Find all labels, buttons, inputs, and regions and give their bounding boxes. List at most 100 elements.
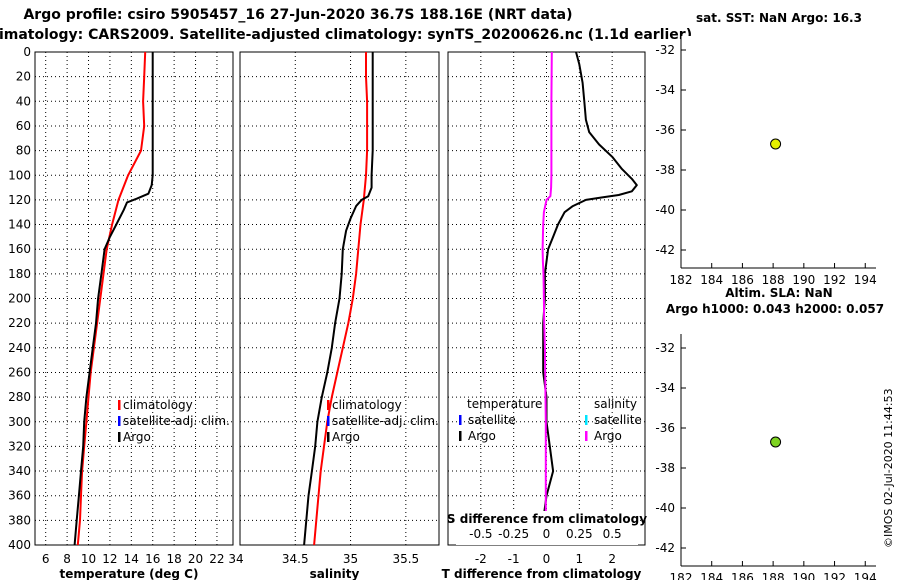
map_sla-x-tick-label: 194 — [854, 571, 877, 580]
salinity-x-tick-label: 35 — [343, 552, 358, 566]
salinity-legend-swatch — [327, 400, 330, 410]
map_sla-x-tick-label: 186 — [731, 571, 754, 580]
temperature-legend-swatch — [118, 432, 121, 442]
salinity-series-argo — [303, 52, 374, 546]
sla-map-panel: -32 -34 -36 -38 -40 -42 182 184 186 188 190 192 194 A… — [655, 286, 884, 580]
difference-s-tick-label: 0 — [543, 527, 551, 541]
salinity-legend-swatch — [327, 416, 330, 426]
depth-tick-label: 140 — [8, 218, 31, 232]
depth-tick-label: 360 — [8, 489, 31, 503]
difference-x-tick-label: 1 — [576, 552, 584, 566]
difference-s-axis-backdrop — [456, 511, 638, 545]
salinity-x-tick-label: 34.5 — [282, 552, 309, 566]
depth-tick-label: 60 — [16, 119, 31, 133]
temperature-x-tick-label: 6 — [42, 552, 50, 566]
salinity-legend-swatch — [327, 432, 330, 442]
salinity-legend-label: satellite-adj. clim. — [332, 414, 439, 428]
map_sla-x-tick-label: 188 — [762, 571, 785, 580]
temperature-x-tick-label: 14 — [124, 552, 139, 566]
map_sla-title: Altim. SLA: NaN — [725, 286, 832, 300]
map_sla-x-tick-label: 192 — [823, 571, 846, 580]
difference-legend-label: satellite — [594, 413, 642, 427]
map_sla-x-tick-label: 182 — [670, 571, 693, 580]
map_sla-subtitle: Argo h1000: 0.043 h2000: 0.057 — [666, 302, 884, 316]
depth-tick-label: 300 — [8, 415, 31, 429]
temperature-x-tick-label: 20 — [188, 552, 203, 566]
depth-tick-label: 380 — [8, 513, 31, 527]
map_sst-y-tick-label: -42 — [655, 243, 675, 257]
salinity-series-climatology — [313, 52, 369, 546]
difference-x-tick-label: 2 — [608, 552, 616, 566]
map_sla-y-tick-label: -32 — [655, 341, 675, 355]
depth-tick-label: 200 — [8, 292, 31, 306]
map_sla-x-tick-label: 190 — [792, 571, 815, 580]
temperature-x-tick-label: 8 — [63, 552, 71, 566]
salinity-panel: 34.5 35 35.5 salinity climatology satellite-a… — [239, 51, 440, 580]
difference-s-tick-label: 0.5 — [603, 527, 622, 541]
map_sla-y-tick-label: -42 — [655, 541, 675, 555]
depth-tick-label: 280 — [8, 390, 31, 404]
map_sst-x-tick-label: 182 — [670, 273, 693, 287]
temperature-legend-label: satellite-adj. clim. — [123, 414, 230, 428]
map_sst-plot-area — [681, 36, 876, 268]
difference-legend-swatch — [585, 431, 588, 441]
difference-x-tick-label: 0 — [543, 552, 551, 566]
difference-legend-swatch — [459, 431, 462, 441]
figure-title-line1: Argo profile: csiro 5905457_16 27-Jun-20… — [23, 7, 572, 23]
difference-series-s-difference-argo- — [541, 51, 553, 546]
difference-legend-label: Argo — [468, 429, 496, 443]
temperature-legend-label: Argo — [123, 430, 151, 444]
temperature-x-tick-label: 34 — [228, 552, 243, 566]
temperature-legend-label: climatology — [123, 398, 193, 412]
map_sst-y-tick-label: -34 — [655, 83, 675, 97]
map_sla-y-tick-label: -36 — [655, 421, 675, 435]
depth-tick-label: 400 — [8, 538, 31, 552]
temperature-series-argo — [73, 52, 154, 546]
depth-tick-label: 260 — [8, 365, 31, 379]
temperature-series-climatology — [76, 51, 147, 546]
map_sst-x-tick-label: 188 — [762, 273, 785, 287]
salinity-legend-label: Argo — [332, 430, 360, 444]
depth-tick-label: 100 — [8, 168, 31, 182]
difference-x-tick-label: -1 — [508, 552, 520, 566]
salinity-x-axis-label: salinity — [310, 567, 360, 580]
salinity-x-tick-label: 35.5 — [392, 552, 419, 566]
difference-x-axis-label: T difference from climatology — [442, 567, 642, 580]
depth-tick-label: 220 — [8, 316, 31, 330]
difference-panel: -2 -1 0 1 2T difference from climatology S di… — [442, 51, 647, 580]
map_sla-x-tick-label: 184 — [700, 571, 723, 580]
depth-tick-label: 340 — [8, 464, 31, 478]
map_sst-x-tick-label: 194 — [854, 273, 877, 287]
map_sst-y-tick-label: -36 — [655, 123, 675, 137]
temperature-x-tick-label: 12 — [102, 552, 117, 566]
map_sst-title: sat. SST: NaN Argo: 16.3 — [696, 11, 862, 25]
depth-tick-label: 20 — [16, 70, 31, 84]
difference-s-tick-label: 0.25 — [566, 527, 593, 541]
difference-s-tick-label: -0.25 — [498, 527, 529, 541]
map_sst-y-tick-label: -32 — [655, 43, 675, 57]
sst-map-panel: -32 -34 -36 -38 -40 -42 182 184 186 188 190 192 194 s… — [655, 11, 876, 287]
difference-legend-label: Argo — [594, 429, 622, 443]
difference-legend-swatch — [459, 415, 462, 425]
depth-tick-label: 320 — [8, 439, 31, 453]
map_sla-y-tick-label: -40 — [655, 501, 675, 515]
map_sla-y-tick-label: -34 — [655, 381, 675, 395]
depth-tick-label: 240 — [8, 341, 31, 355]
timestamp: ©IMOS 02-Jul-2020 11:44:53 — [882, 388, 895, 548]
map_sst-argo-position-marker — [770, 138, 782, 150]
difference-x-tick-label: -2 — [475, 552, 487, 566]
depth-tick-label: 40 — [16, 94, 31, 108]
difference-legend-swatch — [585, 415, 588, 425]
map_sst-x-tick-label: 192 — [823, 273, 846, 287]
map_sst-x-tick-label: 186 — [731, 273, 754, 287]
temperature-x-axis-label: temperature (deg C) — [60, 567, 199, 580]
difference-legend-label: satellite — [468, 413, 516, 427]
temperature-panel: 6 8 10 12 14 16 18 20 22 34 temperature (deg C) 0 20… — [8, 45, 244, 580]
map_sst-y-tick-label: -38 — [655, 163, 675, 177]
map_sla-plot-area — [681, 334, 876, 566]
map_sst-x-tick-label: 190 — [792, 273, 815, 287]
temperature-x-tick-label: 10 — [81, 552, 96, 566]
map_sst-x-tick-label: 184 — [700, 273, 723, 287]
depth-tick-label: 180 — [8, 267, 31, 281]
